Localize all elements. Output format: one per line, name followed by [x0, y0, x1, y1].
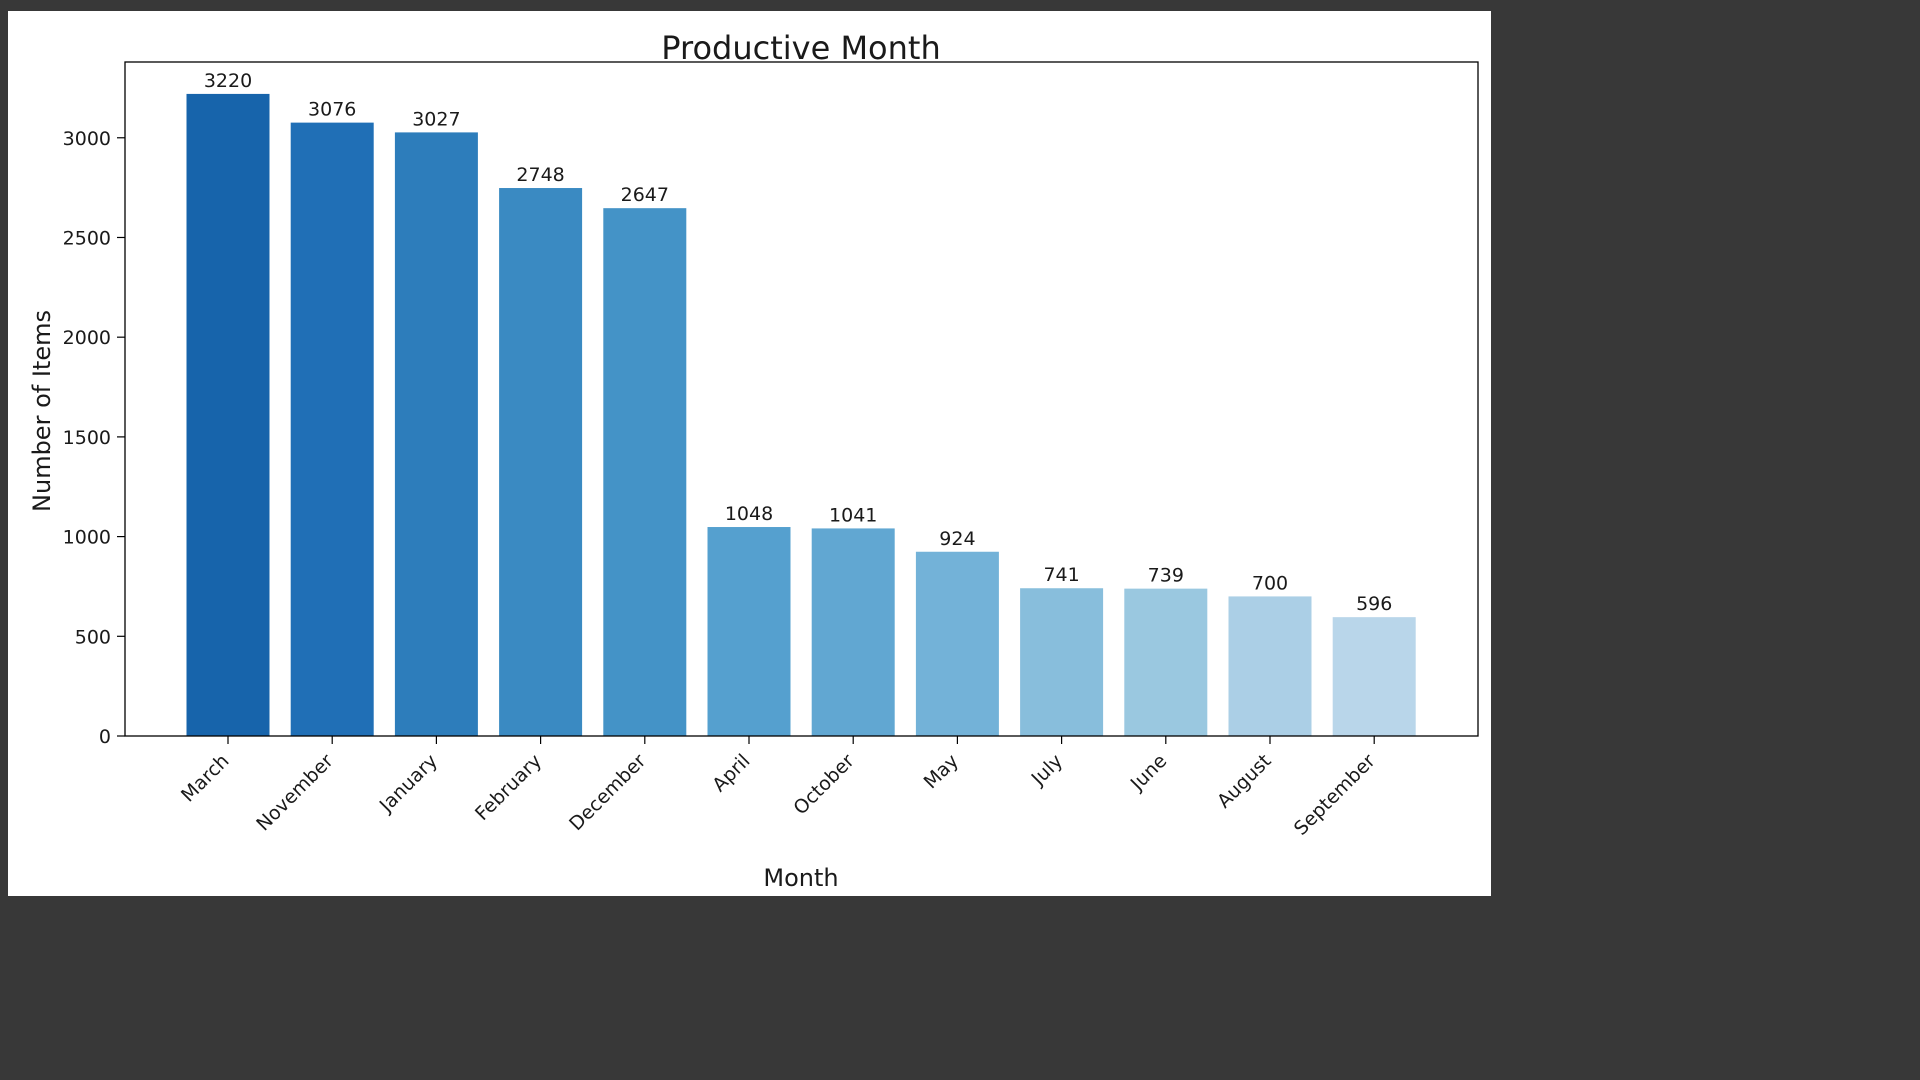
x-tick-label-february: February: [471, 750, 546, 825]
bar-november: [290, 122, 374, 737]
bar-april: [707, 527, 791, 736]
bar-may: [915, 551, 999, 736]
bar-value-label: 739: [1148, 565, 1184, 587]
bar-january: [394, 132, 478, 736]
bar-value-label: 3076: [308, 99, 356, 121]
x-tick-label-september: September: [1290, 750, 1380, 840]
x-tick-label-october: October: [789, 750, 858, 819]
y-axis-label: Number of Items: [28, 310, 56, 512]
bar-june: [1124, 588, 1208, 736]
bar-value-label: 1048: [725, 503, 773, 525]
x-tick-label-december: December: [565, 750, 650, 835]
bar-july: [1020, 588, 1104, 736]
plot-frame: [124, 61, 1479, 737]
x-axis-label: Month: [763, 864, 838, 892]
bar-value-label: 924: [939, 528, 975, 550]
bar-value-label: 2748: [516, 164, 564, 186]
x-tick-label-january: January: [375, 750, 442, 817]
x-tick-label-may: May: [920, 750, 963, 793]
x-tick-label-november: November: [252, 750, 338, 836]
chart-figure: Productive Month 3220 3076 3027 2748 2647 104…: [8, 11, 1491, 896]
x-tick-label-july: July: [1027, 750, 1067, 790]
x-tick-label-june: June: [1126, 750, 1172, 796]
bar-value-label: 700: [1252, 572, 1288, 594]
bar-september: [1332, 617, 1416, 736]
bar-october: [811, 528, 895, 736]
bar-value-label: 3220: [204, 70, 252, 92]
bar-value-label: 3027: [412, 108, 460, 130]
bar-december: [603, 208, 687, 737]
bar-february: [499, 188, 583, 736]
y-tick-label: 1500: [63, 427, 111, 449]
x-tick-label-april: April: [708, 750, 754, 796]
chart-title: Productive Month: [661, 29, 940, 67]
y-tick-label: 1000: [63, 527, 111, 549]
x-tick-label-august: August: [1213, 750, 1276, 813]
bar-march: [186, 93, 270, 736]
bar-august: [1228, 596, 1312, 736]
bar-value-label: 741: [1043, 564, 1079, 586]
y-tick-label: 3000: [63, 128, 111, 150]
bar-chart: Productive Month 3220 3076 3027 2748 2647 104…: [28, 29, 1479, 892]
y-tick-label: 0: [99, 726, 111, 748]
bar-value-label: 596: [1356, 593, 1392, 615]
bar-value-label: 1041: [829, 504, 877, 526]
plot-area: 3220 3076 3027 2748 2647 1048 1041 924 741 739 700…: [63, 61, 1479, 840]
x-tick-label-march: March: [177, 750, 234, 807]
y-tick-label: 500: [75, 626, 111, 648]
bar-value-label: 2647: [621, 184, 669, 206]
y-tick-label: 2500: [63, 227, 111, 249]
y-tick-label: 2000: [63, 327, 111, 349]
